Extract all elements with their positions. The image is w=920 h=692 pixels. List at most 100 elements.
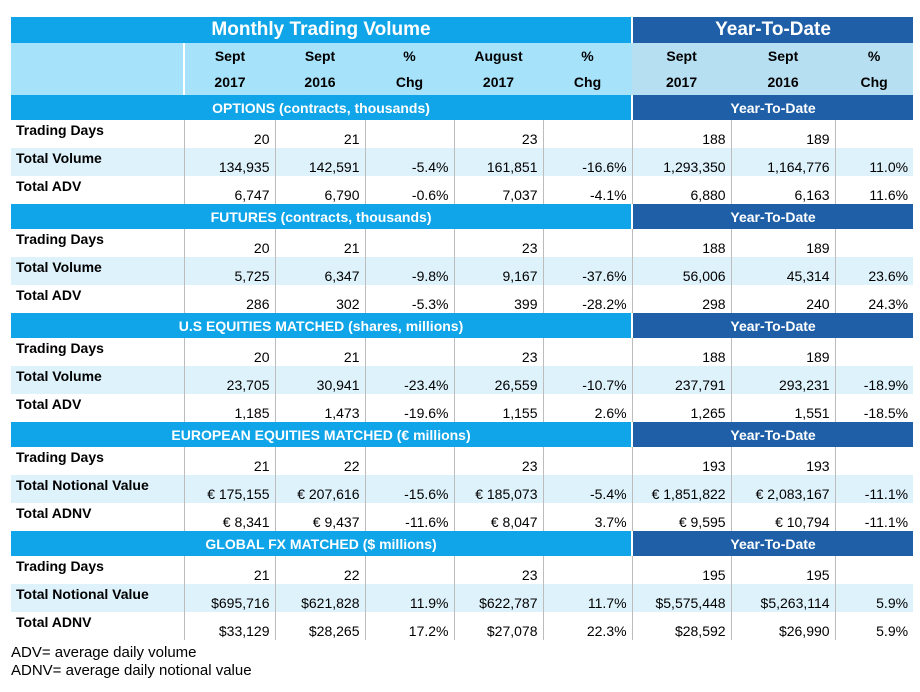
row-label: Trading Days <box>11 338 185 366</box>
table-row: Total ADNV € 8,341 € 9,437 -11.6% € 8,047 3.7… <box>11 503 913 531</box>
table-row: Total ADV 1,185 1,473 -19.6% 1,155 2.6% 1,265 1… <box>11 394 913 422</box>
value-cell: 189 <box>731 338 836 366</box>
value-cell <box>543 338 633 366</box>
section-header-row: FUTURES (contracts, thousands) Year-To-Da… <box>11 204 914 229</box>
section-header-row: EUROPEAN EQUITIES MATCHED (€ millions) Ye… <box>11 422 914 447</box>
table-row: Total Volume 5,725 6,347 -9.8% 9,167 -37.6% 56… <box>11 257 914 285</box>
value-cell: -0.6% <box>365 176 455 204</box>
section-ytd-label: Year-To-Date <box>632 204 914 229</box>
row-label: Total Volume <box>11 257 185 285</box>
value-cell: -18.5% <box>863 405 909 421</box>
value-cell: -5.3% <box>365 285 455 313</box>
col-header-bottom: 2017 <box>632 69 732 95</box>
footnotes: ADV= average daily volume ADNV= average … <box>11 644 252 680</box>
value-cell: 23 <box>454 229 544 257</box>
value-cell: € 10,794 <box>731 503 836 531</box>
col-header-top: August <box>454 43 543 69</box>
col-header-bottom: 2017 <box>454 69 543 95</box>
footnote-adv: ADV= average daily volume <box>11 644 197 661</box>
value-cell: 20 <box>184 229 276 257</box>
value-cell: 6,347 <box>275 257 366 285</box>
value-cell: -37.6% <box>543 257 633 285</box>
value-cell: 24.3% <box>868 296 909 312</box>
table-row: Total ADNV $33,129 $28,265 17.2% $27,078 22.3… <box>11 612 913 640</box>
row-label: Trading Days <box>11 556 185 584</box>
value-cell: 6,790 <box>275 176 366 204</box>
col-header-bottom: Chg <box>543 69 633 95</box>
col-header-top: % <box>835 43 914 69</box>
col-header-bottom: 2017 <box>184 69 275 95</box>
value-cell: 21 <box>275 120 366 148</box>
table-row: Total ADV 286 302 -5.3% 399 -28.2% 298 240 24.3% <box>11 285 913 313</box>
value-cell: € 9,595 <box>632 503 732 531</box>
value-cell: $27,078 <box>454 612 544 640</box>
column-header-row-bottom: 2017 2016 Chg 2017 Chg 2017 2016 Chg <box>11 69 914 95</box>
value-cell: 134,935 <box>184 148 276 176</box>
value-cell: -4.1% <box>543 176 633 204</box>
value-cell: 9,167 <box>454 257 544 285</box>
value-cell: $5,575,448 <box>632 584 732 612</box>
value-cell: 11.6% <box>869 187 909 203</box>
value-cell: 189 <box>731 120 836 148</box>
row-label: Total ADV <box>11 176 185 204</box>
section-header-row: GLOBAL FX MATCHED ($ millions) Year-To-Da… <box>11 531 914 556</box>
value-cell: 6,747 <box>184 176 276 204</box>
value-cell: 195 <box>632 556 732 584</box>
table-row: Total ADV 6,747 6,790 -0.6% 7,037 -4.1% 6,880 6… <box>11 176 913 204</box>
value-cell: 1,473 <box>275 394 366 422</box>
col-header-top: Sept <box>275 43 365 69</box>
section-ytd-label: Year-To-Date <box>632 95 914 120</box>
value-cell <box>365 338 455 366</box>
col-header-bottom: 2016 <box>275 69 365 95</box>
value-cell: $28,265 <box>275 612 366 640</box>
value-cell: 293,231 <box>731 366 836 394</box>
value-cell: -18.9% <box>835 366 914 394</box>
value-cell: 6,880 <box>632 176 732 204</box>
title-row: Monthly Trading Volume Year-To-Date <box>11 17 914 43</box>
value-cell: 11.0% <box>835 148 914 176</box>
row-label: Total Volume <box>11 148 185 176</box>
section-title: OPTIONS (contracts, thousands) <box>11 95 634 120</box>
value-cell: 1,155 <box>454 394 544 422</box>
value-cell: 26,559 <box>454 366 544 394</box>
value-cell <box>365 556 455 584</box>
value-cell <box>835 338 913 366</box>
value-cell: 189 <box>731 229 836 257</box>
value-cell: 3.7% <box>543 503 633 531</box>
table-row: Trading Days 20 21 23 188 189 <box>11 120 913 148</box>
row-label: Total ADNV <box>11 612 185 640</box>
value-cell: -19.6% <box>365 394 455 422</box>
value-cell: -9.8% <box>365 257 455 285</box>
value-cell: 1,265 <box>632 394 732 422</box>
row-label: Total Notional Value <box>11 475 185 503</box>
value-cell <box>543 556 633 584</box>
row-label: Trading Days <box>11 120 185 148</box>
value-cell: $621,828 <box>275 584 366 612</box>
value-cell: 2.6% <box>543 394 633 422</box>
value-cell: 188 <box>632 120 732 148</box>
value-cell: 11.9% <box>365 584 455 612</box>
table-row: Total Notional Value € 175,155 € 207,616 -1… <box>11 475 914 503</box>
col-header-top: % <box>543 43 633 69</box>
value-cell: 23 <box>454 338 544 366</box>
section-header-row: OPTIONS (contracts, thousands) Year-To-Da… <box>11 95 914 120</box>
value-cell: 22 <box>275 556 366 584</box>
value-cell <box>835 120 913 148</box>
value-cell: $622,787 <box>454 584 544 612</box>
value-cell: 188 <box>632 338 732 366</box>
value-cell: -5.4% <box>543 475 633 503</box>
section-title: GLOBAL FX MATCHED ($ millions) <box>11 531 634 556</box>
value-cell: $26,990 <box>731 612 836 640</box>
value-cell: 193 <box>731 447 836 475</box>
value-cell: 23 <box>454 556 544 584</box>
value-cell: 7,037 <box>454 176 544 204</box>
value-cell: 302 <box>275 285 366 313</box>
value-cell: 56,006 <box>632 257 732 285</box>
row-label: Total ADV <box>11 394 185 422</box>
row-label: Total ADV <box>11 285 185 313</box>
row-label: Total Notional Value <box>11 584 185 612</box>
col-header-top: Sept <box>184 43 275 69</box>
value-cell: 30,941 <box>275 366 366 394</box>
section-title: U.S EQUITIES MATCHED (shares, millions) <box>11 313 634 338</box>
col-header-top: % <box>365 43 454 69</box>
